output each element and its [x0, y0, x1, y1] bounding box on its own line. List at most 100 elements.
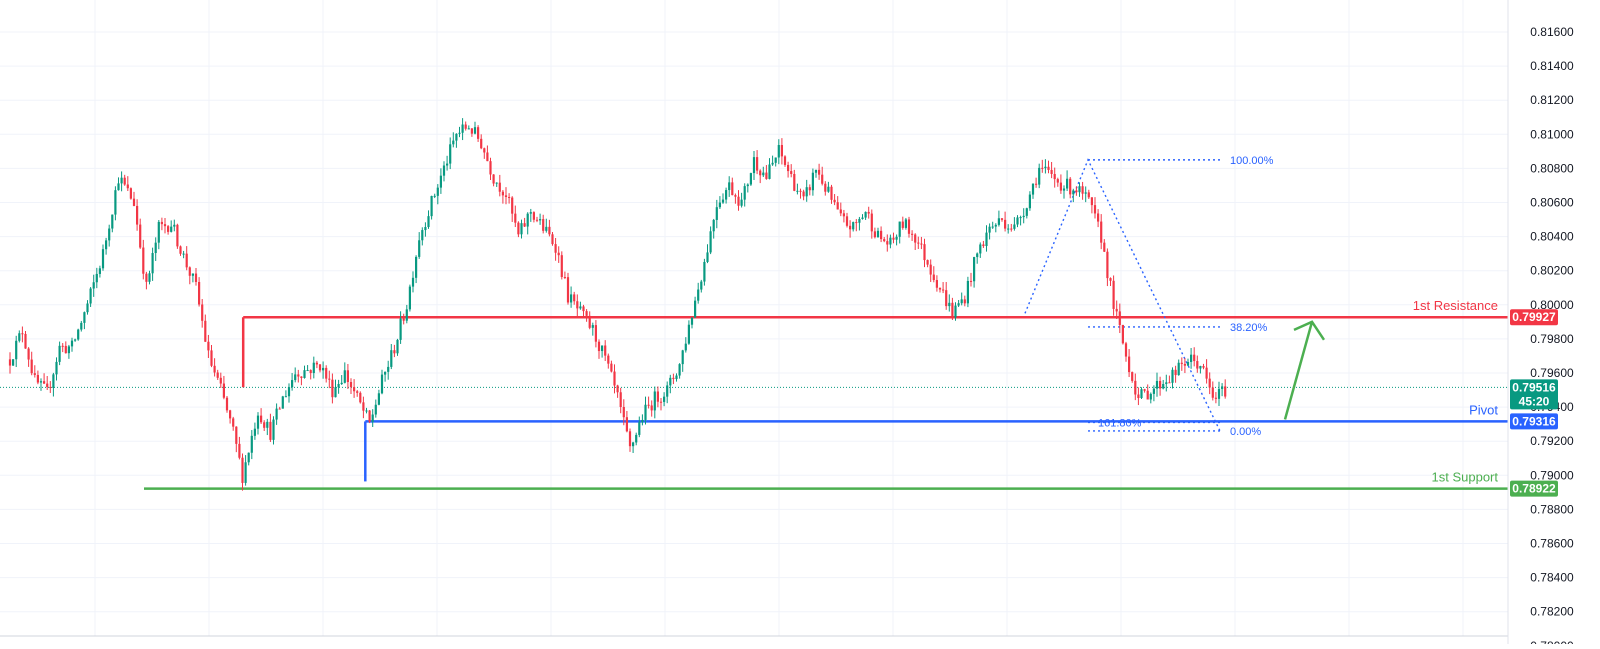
candle-body: [1140, 389, 1143, 399]
candle-body: [374, 404, 377, 415]
candle-body: [945, 290, 948, 307]
candle-body: [780, 145, 783, 157]
candle-body: [991, 226, 994, 228]
candle-body: [1128, 356, 1131, 373]
candle-body: [458, 132, 461, 134]
candle-body: [325, 367, 328, 379]
candle-body: [721, 199, 725, 203]
candle-body: [101, 249, 105, 269]
candle-body: [535, 219, 539, 221]
candle-body: [275, 408, 278, 420]
candle-body: [461, 124, 464, 133]
candle-body: [554, 244, 557, 253]
candle-body: [858, 218, 861, 223]
candle-body: [935, 280, 938, 288]
candle-body: [272, 419, 275, 440]
candle-body: [105, 240, 108, 250]
candle-body: [1112, 280, 1115, 309]
y-tick-label: 0.78000: [1530, 639, 1574, 644]
candle-body: [616, 385, 619, 393]
candle-body: [960, 299, 963, 304]
candle-body: [570, 294, 573, 303]
candle-body: [808, 187, 811, 191]
candle-body: [1190, 354, 1193, 363]
candle-body: [880, 230, 883, 240]
candle-body: [1121, 324, 1124, 344]
candle-body: [278, 408, 281, 410]
candle-body: [191, 273, 194, 276]
y-tick-label: 0.79000: [1530, 468, 1574, 482]
candle-body: [114, 190, 117, 215]
candle-body: [1205, 367, 1208, 379]
candle-body: [1056, 179, 1059, 183]
candle-body: [1180, 362, 1183, 364]
candle-body: [33, 373, 36, 375]
candle-body: [64, 345, 67, 354]
candle-body: [328, 378, 331, 380]
candle-body: [1208, 378, 1211, 388]
level-lines: 1st Resistance Pivot 1st Support: [144, 298, 1508, 490]
candle-body: [21, 333, 24, 335]
candle-body: [371, 414, 374, 422]
candle-body: [58, 345, 61, 362]
candle-body: [582, 306, 585, 312]
candle-body: [46, 383, 49, 387]
candle-body: [126, 184, 129, 189]
candle-body: [508, 196, 511, 198]
candle-body: [1047, 166, 1050, 170]
candle-body: [799, 190, 802, 192]
candle-body: [756, 157, 759, 171]
candle-body: [762, 172, 765, 176]
fib-level-label: 100.00%: [1230, 155, 1274, 167]
candle-body: [377, 393, 380, 405]
candle-body: [207, 341, 210, 351]
candle-body: [1146, 390, 1149, 400]
candle-body: [1183, 363, 1186, 366]
candle-body: [672, 377, 675, 380]
candle-body: [694, 300, 697, 318]
candle-body: [824, 183, 827, 192]
candle-body: [1103, 242, 1106, 252]
candle-body: [551, 234, 554, 245]
candle-body: [632, 442, 635, 447]
candle-body: [622, 406, 625, 418]
candle-body: [1097, 213, 1100, 222]
candle-body: [256, 415, 260, 429]
price-tag-bg: [1510, 480, 1558, 497]
candle-body: [1115, 308, 1118, 312]
candle-body: [446, 163, 449, 166]
fib-retracement: 100.00% 38.20% 161.80% 0.00%: [1024, 155, 1274, 438]
candle-body: [1174, 369, 1177, 376]
candle-body: [625, 417, 628, 432]
candle-body: [30, 359, 33, 374]
candle-body: [185, 253, 188, 268]
price-tag-label: 0.79927: [1512, 310, 1556, 324]
candle-body: [759, 170, 762, 176]
arrow-head: [1293, 320, 1326, 341]
candle-body: [111, 214, 114, 229]
candle-body: [560, 255, 563, 278]
candle-body: [98, 268, 101, 274]
y-tick-label: 0.79800: [1530, 332, 1574, 346]
candle-body: [907, 219, 911, 234]
candle-body: [644, 404, 647, 420]
candle-body: [498, 182, 501, 192]
level-label: 1st Resistance: [1413, 298, 1498, 313]
candle-body: [129, 188, 132, 199]
candle-body: [1171, 369, 1174, 383]
candle-body: [966, 280, 969, 304]
candle-body: [489, 161, 492, 175]
y-tick-label: 0.78200: [1530, 605, 1574, 619]
candle-body: [1022, 215, 1025, 218]
candle-body: [241, 457, 244, 483]
candle-body: [70, 340, 74, 347]
candle-body: [864, 211, 867, 218]
fib-level-label: 38.20%: [1230, 322, 1268, 334]
candle-body: [402, 318, 405, 321]
candle-body: [182, 253, 185, 255]
candle-body: [861, 217, 864, 219]
y-tick-label: 0.78800: [1530, 502, 1574, 516]
candle-body: [830, 186, 833, 200]
